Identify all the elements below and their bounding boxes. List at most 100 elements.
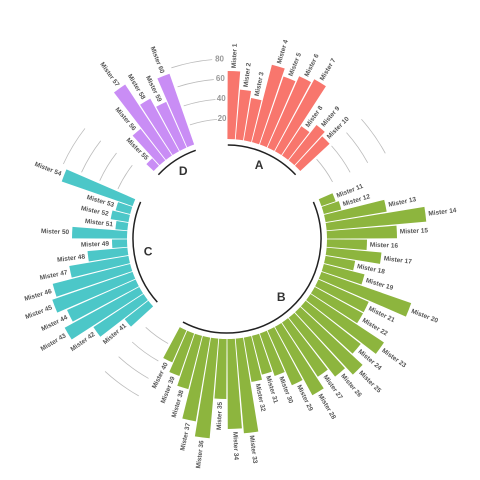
grid-arc (346, 132, 369, 164)
bar (115, 221, 129, 231)
bar (235, 89, 252, 141)
bar-label: Mister 47 (39, 269, 68, 282)
grid-arc (63, 128, 86, 165)
bar (64, 286, 144, 340)
bar (182, 336, 211, 422)
group-baseline (157, 149, 196, 176)
bar (318, 193, 336, 207)
bar (321, 263, 365, 285)
bar-label: Mister 57 (98, 61, 120, 88)
grid-arc (361, 119, 386, 154)
bar-label: Mister 24 (357, 348, 383, 372)
bar-label: Mister 37 (179, 422, 192, 451)
bar-label: Mister 16 (370, 242, 399, 250)
bar (324, 199, 387, 223)
bar (326, 225, 397, 239)
bar (235, 337, 259, 434)
bar (274, 79, 326, 156)
bar (259, 76, 296, 148)
bar-label: Mister 43 (40, 332, 68, 353)
y-tick-label: 20 (218, 114, 227, 123)
bar (69, 255, 130, 278)
bar (282, 126, 310, 160)
bar-label: Mister 45 (24, 304, 53, 321)
bar-label: Mister 49 (81, 241, 110, 249)
y-tick-label: 80 (215, 54, 224, 63)
bar (110, 210, 130, 223)
bar (295, 307, 363, 375)
y-tick-label: 40 (217, 94, 226, 103)
group-baseline (227, 144, 297, 176)
group-baseline (132, 201, 158, 303)
bar (251, 333, 272, 375)
bar (163, 327, 187, 363)
bar-label: Mister 36 (195, 440, 205, 469)
bar (324, 255, 356, 271)
bar-label: Mister 46 (24, 288, 53, 303)
grid-arc (331, 145, 351, 173)
bar (157, 73, 195, 148)
bar (67, 279, 139, 322)
group-label: D (179, 164, 188, 178)
bar (300, 300, 361, 354)
bar (132, 128, 166, 166)
grid-arc (117, 165, 133, 190)
grid-arc (316, 158, 333, 183)
bar (93, 294, 148, 337)
grid-arc (118, 356, 149, 379)
bar (325, 206, 427, 231)
grid-arc (99, 152, 117, 181)
bar-label: Mister 33 (248, 435, 258, 464)
bar (243, 336, 263, 382)
group-label: C (144, 244, 153, 258)
bar (140, 98, 180, 156)
bar-label: Mister 23 (380, 347, 407, 369)
bar-label: Mister 13 (388, 196, 417, 209)
bar-label: Mister 50 (41, 228, 70, 236)
bar-label: Mister 3 (254, 71, 266, 97)
bar-label: Mister 7 (319, 57, 338, 82)
bar-label: Mister 52 (80, 205, 109, 218)
bar (295, 136, 330, 171)
bar (267, 76, 312, 151)
bar-label: Mister 4 (276, 39, 290, 65)
bar-label: Mister 2 (243, 62, 253, 88)
bar-label: Mister 60 (149, 46, 166, 75)
bar-label: Mister 51 (84, 218, 113, 228)
bar (288, 312, 345, 377)
bar (52, 263, 133, 297)
bar (227, 338, 242, 429)
bar (227, 71, 241, 140)
bar (306, 294, 384, 354)
bar-label: Mister 48 (57, 253, 86, 263)
grid-arc (171, 59, 213, 69)
bar (124, 300, 154, 327)
grid-arc (131, 341, 159, 362)
bar (318, 271, 412, 317)
bar-label: Mister 38 (171, 389, 186, 418)
bar-label: Mister 39 (160, 375, 177, 404)
bar (251, 64, 285, 145)
bar (243, 98, 262, 142)
bar-label: Mister 32 (254, 383, 267, 412)
bar (169, 330, 195, 376)
group-label: A (255, 158, 264, 172)
bar-label: Mister 35 (216, 401, 224, 430)
grid-arc (189, 119, 218, 126)
bar (52, 271, 136, 313)
bar (288, 124, 325, 166)
bar-label: Mister 6 (304, 53, 321, 78)
grid-arc (183, 99, 216, 107)
group-baseline (182, 201, 322, 334)
bar (177, 333, 203, 390)
bar-label: Mister 1 (231, 43, 239, 68)
bar (112, 239, 128, 249)
bar-label: Mister 31 (264, 375, 279, 404)
bar (113, 84, 172, 160)
bar (87, 247, 129, 262)
bar-label: Mister 54 (34, 161, 63, 178)
bar-label: Mister 5 (288, 52, 304, 78)
grid-arc (145, 326, 169, 344)
bar (321, 201, 342, 215)
grid-arc (104, 371, 139, 397)
